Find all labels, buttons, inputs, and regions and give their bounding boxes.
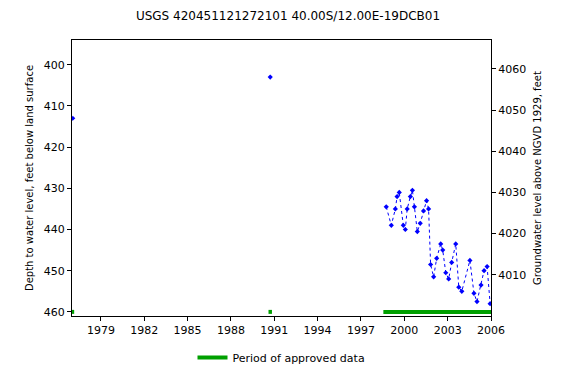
svg-text:450: 450 (44, 265, 65, 278)
svg-text:Groundwater level above NGVD 1: Groundwater level above NGVD 1929, feet (532, 71, 543, 285)
svg-text:Period of approved data: Period of approved data (233, 352, 365, 365)
svg-text:4060: 4060 (498, 63, 526, 76)
svg-text:4030: 4030 (498, 186, 526, 199)
svg-text:4010: 4010 (498, 269, 526, 282)
svg-text:1997: 1997 (347, 324, 375, 337)
svg-text:1985: 1985 (174, 324, 202, 337)
svg-text:2003: 2003 (434, 324, 462, 337)
svg-text:1979: 1979 (87, 324, 115, 337)
svg-text:1994: 1994 (304, 324, 332, 337)
svg-text:1991: 1991 (260, 324, 288, 337)
svg-text:4020: 4020 (498, 227, 526, 240)
svg-text:460: 460 (44, 306, 65, 319)
svg-text:Depth to water level, feet bel: Depth to water level, feet below land su… (24, 65, 35, 291)
svg-text:4050: 4050 (498, 104, 526, 117)
svg-text:4040: 4040 (498, 145, 526, 158)
svg-text:1982: 1982 (130, 324, 158, 337)
svg-text:2000: 2000 (390, 324, 418, 337)
svg-text:440: 440 (44, 223, 65, 236)
svg-text:410: 410 (44, 100, 65, 113)
svg-text:400: 400 (44, 59, 65, 72)
svg-text:1988: 1988 (217, 324, 245, 337)
svg-text:2006: 2006 (477, 324, 505, 337)
svg-text:420: 420 (44, 141, 65, 154)
svg-text:430: 430 (44, 182, 65, 195)
svg-text:USGS 420451121272101 40.00S/12: USGS 420451121272101 40.00S/12.00E-19DCB… (136, 9, 440, 23)
